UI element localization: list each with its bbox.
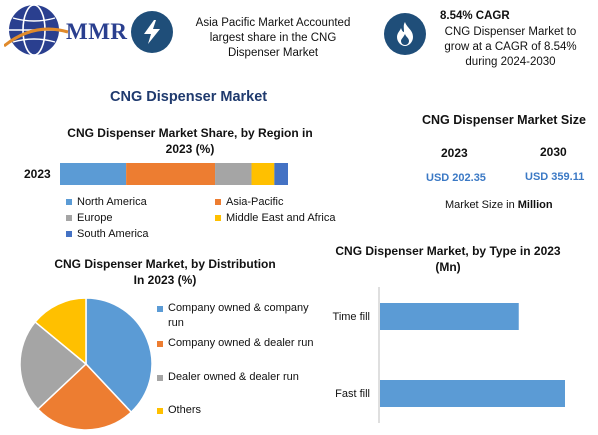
legend-swatch bbox=[157, 305, 163, 312]
legend-swatch bbox=[66, 199, 72, 205]
title-line: CNG Dispenser Market Share, by Region in bbox=[67, 126, 313, 140]
legend-item: Middle East and Africa bbox=[215, 212, 335, 224]
region-segment bbox=[274, 163, 288, 185]
globe-icon bbox=[3, 4, 69, 56]
lightning-icon bbox=[131, 11, 173, 53]
legend-label: Company owned & company bbox=[168, 302, 309, 314]
unit-prefix: Market Size in bbox=[445, 199, 518, 211]
info-line: largest share in the CNG bbox=[209, 32, 337, 44]
legend-item: Others bbox=[157, 403, 201, 418]
info-line: Asia Pacific Market Accounted bbox=[195, 17, 351, 29]
title-line: (Mn) bbox=[435, 260, 461, 274]
value-2030: USD 359.11 bbox=[525, 171, 585, 183]
type-category-label: Fast fill bbox=[335, 388, 370, 400]
legend-label: Company owned & dealer run bbox=[168, 337, 314, 349]
title-line: CNG Dispenser Market, by Type in 2023 bbox=[335, 244, 561, 258]
distribution-pie bbox=[19, 297, 153, 431]
region-segment bbox=[251, 163, 275, 185]
info-line: grow at a CAGR of 8.54% bbox=[444, 41, 577, 53]
pie-slice bbox=[36, 362, 133, 431]
type-bar bbox=[380, 380, 565, 407]
legend-item: Asia-Pacific bbox=[215, 196, 283, 208]
legend-item: Dealer owned & dealer run bbox=[157, 370, 299, 385]
unit-bold: Million bbox=[517, 199, 553, 211]
logo-text: MMR bbox=[66, 19, 128, 44]
type-chart-title: CNG Dispenser Market, by Type in 2023 (M… bbox=[318, 243, 578, 275]
type-bar bbox=[380, 303, 519, 330]
title-line: In 2023 (%) bbox=[133, 273, 197, 287]
distribution-chart-title: CNG Dispenser Market, by Distribution In… bbox=[20, 256, 310, 288]
title-line: 2023 (%) bbox=[165, 142, 215, 156]
legend-label: Others bbox=[168, 404, 202, 416]
legend-swatch bbox=[66, 231, 72, 237]
info-asia-pacific: Asia Pacific Market Accounted largest sh… bbox=[178, 16, 368, 61]
type-category-label: Time fill bbox=[333, 311, 370, 323]
legend-swatch bbox=[157, 407, 163, 414]
legend-item: North America bbox=[66, 196, 147, 208]
mmr-logo bbox=[3, 2, 124, 60]
legend-swatch bbox=[215, 199, 221, 205]
pie-slice bbox=[34, 297, 87, 366]
legend-label: South America bbox=[77, 228, 149, 240]
type-bar-chart: Time fill Fast fill bbox=[333, 287, 565, 423]
info-line: Dispenser Market bbox=[227, 47, 319, 59]
main-title: CNG Dispenser Market bbox=[110, 89, 268, 105]
cagr-title: 8.54% CAGR bbox=[440, 10, 510, 22]
legend-label: run bbox=[168, 317, 184, 329]
legend-label: North America bbox=[77, 196, 147, 208]
pie-slice bbox=[85, 297, 153, 414]
year-2023: 2023 bbox=[441, 146, 468, 160]
legend-item: Europe bbox=[66, 212, 112, 224]
info-line: CNG Dispenser Market to bbox=[444, 26, 577, 38]
legend-item: South America bbox=[66, 228, 149, 240]
flame-icon bbox=[384, 13, 426, 55]
region-segment bbox=[215, 163, 252, 185]
year-2030: 2030 bbox=[540, 145, 567, 159]
pie-slice bbox=[19, 320, 88, 411]
legend-label: Asia-Pacific bbox=[226, 196, 284, 208]
legend-swatch bbox=[157, 374, 163, 381]
legend-swatch bbox=[215, 215, 221, 221]
info-cagr: CNG Dispenser Market to grow at a CAGR o… bbox=[438, 25, 583, 70]
info-line: during 2024-2030 bbox=[465, 56, 556, 68]
legend-item: Company owned & dealer run bbox=[157, 336, 314, 351]
region-stacked-bar bbox=[60, 163, 288, 185]
title-line: CNG Dispenser Market, by Distribution bbox=[54, 257, 276, 271]
region-chart-title: CNG Dispenser Market Share, by Region in… bbox=[40, 125, 340, 157]
legend-swatch bbox=[66, 215, 72, 221]
market-size-unit: Market Size in Million bbox=[445, 199, 553, 211]
legend-label: Europe bbox=[77, 212, 113, 224]
legend-item: Company owned & company run bbox=[157, 301, 309, 331]
region-bar-category: 2023 bbox=[24, 167, 51, 181]
legend-swatch bbox=[157, 340, 163, 347]
legend-label: Dealer owned & dealer run bbox=[168, 371, 299, 383]
region-segment bbox=[126, 163, 216, 185]
region-segment bbox=[60, 163, 127, 185]
legend-label: Middle East and Africa bbox=[226, 212, 336, 224]
market-size-title: CNG Dispenser Market Size bbox=[422, 113, 586, 127]
value-2023: USD 202.35 bbox=[426, 172, 486, 184]
